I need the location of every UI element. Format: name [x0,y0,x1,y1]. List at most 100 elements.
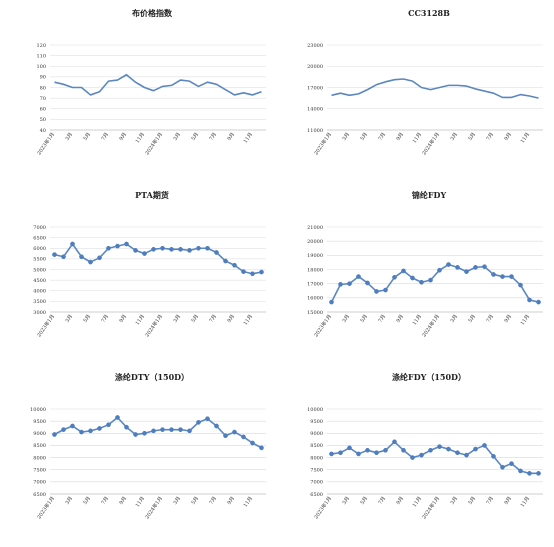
data-point [196,245,201,251]
chart-panel-3: PTA期货 3000 3500 4000 4500 5000 5500 6000 6500 700… [0,182,277,364]
data-point [61,254,66,260]
data-point [133,432,138,437]
data-point [419,279,424,285]
y-tick-label: 14000 [307,107,323,113]
data-point [214,250,219,255]
data-point [205,416,210,422]
x-tick-label: 9月 [504,496,514,506]
x-tick-label: 7月 [209,132,219,142]
data-point [347,281,352,287]
x-tick-label: 7月 [209,314,219,324]
x-tick-label: 5月 [468,496,478,506]
data-point [52,252,57,257]
data-point [178,246,183,252]
data-point [536,471,541,476]
data-point [338,282,343,287]
data-point [70,423,75,429]
x-tick-label: 5月 [191,496,201,506]
data-point [115,243,120,249]
data-point [232,429,237,435]
x-tick-label: 7月 [209,496,219,506]
series-line [54,73,262,96]
x-tick-label: 11月 [520,496,531,509]
chart-svg: 涤纶DTY（150D） 6500 7000 7500 8000 8500 9000 9500 1… [30,372,266,520]
data-point [142,251,147,256]
data-point [392,274,397,280]
y-tick-label: 15000 [307,310,323,316]
data-point [374,289,379,294]
y-tick-label: 8500 [33,443,46,449]
data-point [410,275,415,281]
series-line [330,263,539,303]
y-tick-label: 18000 [307,267,323,273]
x-tick-label: 5月 [83,496,93,506]
data-point [527,471,532,476]
chart-title: PTA期货 [135,190,169,200]
y-tick-label: 20000 [307,64,323,70]
data-point [473,265,478,270]
x-tick-label: 11月 [412,314,423,327]
x-tick-label: 2023年1月 [36,313,57,338]
data-point [169,427,174,432]
x-tick-label: 11月 [243,314,254,327]
data-point [178,427,183,432]
data-point [160,427,165,432]
data-point [250,440,255,446]
data-point [365,280,370,286]
data-point [223,258,228,264]
y-tick-label: 100 [36,64,46,70]
data-point [223,433,228,439]
x-tick-label: 5月 [191,132,201,142]
y-tick-label: 80 [40,85,46,91]
data-point [106,422,111,428]
data-point [500,464,505,470]
data-point [241,269,246,274]
x-tick-label: 2024年1月 [144,313,165,338]
data-point [329,451,334,457]
data-point [446,262,451,267]
x-tick-label: 9月 [119,132,129,142]
x-tick-label: 2023年1月 [313,313,334,338]
data-point [187,428,192,434]
series-line [331,78,539,99]
data-point [482,264,487,270]
data-point [482,443,487,448]
chart-panel-6: 涤纶FDY（150D） 6500 7000 7500 8000 8500 9000 9500 1… [277,364,554,546]
data-point [527,297,532,303]
data-point [437,444,442,449]
y-tick-label: 10000 [30,407,46,413]
y-tick-label: 5000 [33,267,46,273]
data-point [187,248,192,253]
y-tick-label: 7000 [33,225,46,231]
x-tick-label: 2024年1月 [144,495,165,520]
y-tick-label: 7500 [33,468,46,474]
y-tick-label: 17000 [307,281,323,287]
data-point [124,241,129,247]
chart-title: 涤纶DTY（150D） [115,372,189,382]
y-tick-label: 6500 [33,492,46,498]
data-point [52,432,57,437]
x-tick-label: 7月 [378,496,388,506]
x-tick-label: 7月 [486,132,496,142]
y-tick-label: 3000 [33,310,46,316]
x-tick-label: 9月 [119,314,129,324]
data-point [347,445,352,451]
y-tick-label: 9500 [310,419,323,425]
data-point [419,452,424,458]
y-tick-label: 90 [40,75,46,81]
x-tick-label: 11月 [243,132,254,145]
x-tick-label: 3月 [173,496,183,506]
data-point [428,277,433,283]
data-point [205,245,210,251]
x-tick-label: 5月 [191,314,201,324]
x-tick-label: 7月 [101,496,111,506]
data-point [151,246,156,252]
x-tick-label: 7月 [378,314,388,324]
data-point [536,299,541,305]
x-tick-label: 5月 [468,132,478,142]
data-point [374,450,379,456]
chart-svg: 布价格指数 40 50 60 70 80 90 100 110 120 2023年1月 3月 5月 7月 9… [36,8,266,156]
data-point [232,262,237,268]
x-tick-label: 7月 [378,132,388,142]
